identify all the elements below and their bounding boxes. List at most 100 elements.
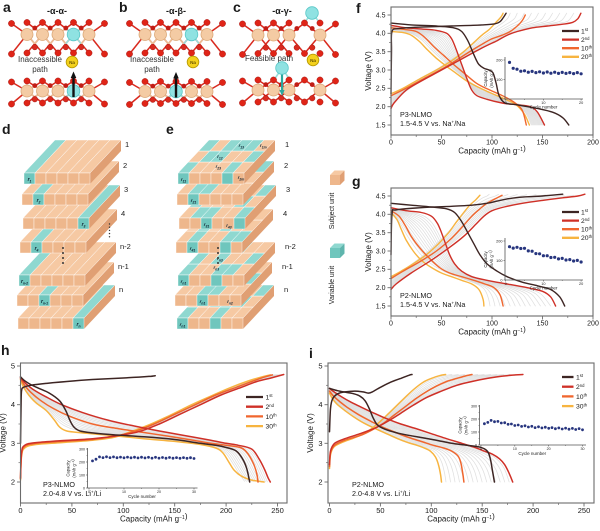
svg-text:250: 250 <box>271 506 284 515</box>
svg-text:r2: r2 <box>37 198 41 204</box>
svg-text:n-1: n-1 <box>282 262 293 271</box>
svg-text:-α-γ-: -α-γ- <box>272 6 292 16</box>
svg-text:Capacity (mAh g−1): Capacity (mAh g−1) <box>458 144 526 156</box>
svg-text:2nd: 2nd <box>576 383 585 391</box>
svg-text:0: 0 <box>505 282 507 286</box>
svg-text:0: 0 <box>475 444 477 448</box>
svg-text:Capacity (mAh g−1): Capacity (mAh g−1) <box>120 512 188 524</box>
svg-text:0: 0 <box>18 506 22 515</box>
svg-text:2.0: 2.0 <box>376 104 386 111</box>
svg-text:10th: 10th <box>266 413 278 421</box>
svg-text:0: 0 <box>389 321 393 328</box>
svg-text:100: 100 <box>486 321 498 328</box>
svg-text:200: 200 <box>587 140 599 147</box>
svg-text:100: 100 <box>425 506 438 515</box>
svg-text:1.5-4.5 V vs. Na+/Na: 1.5-4.5 V vs. Na+/Na <box>400 300 465 309</box>
svg-text:100: 100 <box>496 78 502 82</box>
svg-text:20: 20 <box>579 101 583 105</box>
svg-text:n: n <box>119 285 123 294</box>
svg-text:4.5: 4.5 <box>376 193 386 200</box>
svg-text:r31: r31 <box>204 222 210 228</box>
svg-text:0: 0 <box>500 279 502 283</box>
svg-text:Na: Na <box>310 58 316 63</box>
svg-text:rn1: rn1 <box>181 279 187 285</box>
svg-text:path: path <box>144 65 160 74</box>
svg-text:5: 5 <box>11 362 15 371</box>
svg-text:50: 50 <box>438 140 446 147</box>
svg-text:30: 30 <box>192 490 196 494</box>
svg-text:-α-α-: -α-α- <box>47 6 67 16</box>
svg-text:Capacity (mAh g−1): Capacity (mAh g−1) <box>458 325 526 337</box>
svg-text:2.0-4.8 V vs. Li+/Li: 2.0-4.8 V vs. Li+/Li <box>43 489 102 498</box>
svg-text:rn-2: rn-2 <box>21 279 28 285</box>
svg-text:r41: r41 <box>190 246 196 252</box>
svg-text:4.0: 4.0 <box>376 212 386 219</box>
svg-text:200: 200 <box>220 506 233 515</box>
svg-text:Capacity: Capacity <box>483 69 488 86</box>
svg-text:rn3: rn3 <box>214 265 220 271</box>
svg-text:1st: 1st <box>581 27 589 35</box>
svg-text:a: a <box>3 0 11 15</box>
svg-text:50: 50 <box>438 321 446 328</box>
svg-text:10th: 10th <box>576 393 588 401</box>
svg-text:r23: r23 <box>216 164 222 170</box>
svg-text:Variable unit: Variable unit <box>329 266 336 304</box>
svg-text:rn3: rn3 <box>217 256 223 262</box>
svg-text:e: e <box>166 121 174 137</box>
svg-text:20th: 20th <box>581 53 593 61</box>
svg-text:1st: 1st <box>266 393 274 401</box>
svg-text:150: 150 <box>537 140 549 147</box>
svg-text:4: 4 <box>11 400 15 409</box>
svg-text:30: 30 <box>581 447 585 451</box>
svg-text:200: 200 <box>471 418 477 422</box>
svg-text:2: 2 <box>318 478 322 487</box>
svg-text:3.5: 3.5 <box>376 49 386 56</box>
svg-text:P3-NLMO: P3-NLMO <box>400 110 432 119</box>
svg-text:rn2: rn2 <box>227 299 233 305</box>
svg-text:4: 4 <box>283 209 287 218</box>
svg-text:100: 100 <box>496 259 502 263</box>
svg-text:0: 0 <box>88 490 90 494</box>
svg-text:g: g <box>352 173 361 189</box>
svg-text:100: 100 <box>471 431 477 435</box>
svg-text:2.0-4.8 V vs. Li+/Li: 2.0-4.8 V vs. Li+/Li <box>352 489 411 498</box>
svg-text:1.5-4.5 V vs. Na+/Na: 1.5-4.5 V vs. Na+/Na <box>400 119 465 128</box>
svg-text:10: 10 <box>541 282 545 286</box>
svg-text:3: 3 <box>286 185 290 194</box>
svg-text:100: 100 <box>79 474 85 478</box>
svg-text:150: 150 <box>168 506 181 515</box>
svg-text:150: 150 <box>476 506 489 515</box>
svg-text:200: 200 <box>79 461 85 465</box>
svg-text:P3-NLMO: P3-NLMO <box>43 480 75 489</box>
svg-text:r2m: r2m <box>238 175 245 181</box>
svg-text:Capacity: Capacity <box>483 250 488 267</box>
svg-text:2: 2 <box>123 161 127 170</box>
svg-text:2: 2 <box>284 161 288 170</box>
svg-text:r21: r21 <box>191 198 197 204</box>
svg-text:300: 300 <box>471 405 477 409</box>
svg-text:4: 4 <box>318 400 322 409</box>
svg-text:1st: 1st <box>576 373 584 381</box>
svg-text:c: c <box>233 0 241 15</box>
svg-text:2nd: 2nd <box>581 36 590 44</box>
svg-text:50: 50 <box>376 506 384 515</box>
svg-text:20: 20 <box>547 447 551 451</box>
svg-text:r12: r12 <box>217 154 223 160</box>
svg-text:2: 2 <box>11 478 15 487</box>
svg-text:(mAh g−1): (mAh g−1) <box>488 69 495 88</box>
svg-text:r11: r11 <box>181 177 186 183</box>
svg-text:4.5: 4.5 <box>376 12 386 19</box>
svg-text:3.0: 3.0 <box>376 248 386 255</box>
svg-text:Inaccessible: Inaccessible <box>18 55 63 64</box>
svg-text:Voltage (V): Voltage (V) <box>0 413 8 453</box>
svg-text:P2-NLMO: P2-NLMO <box>352 480 384 489</box>
svg-text:Capacity: Capacity <box>458 416 463 433</box>
svg-text:3.0: 3.0 <box>376 67 386 74</box>
svg-text:Na: Na <box>190 60 196 65</box>
svg-text:Voltage (V): Voltage (V) <box>364 232 373 272</box>
svg-text:(mAh g−1): (mAh g−1) <box>462 416 469 435</box>
svg-text:(mAh g−1): (mAh g−1) <box>70 459 77 478</box>
svg-text:1.5: 1.5 <box>376 303 386 310</box>
svg-text:10: 10 <box>513 447 517 451</box>
svg-text:250: 250 <box>578 506 591 515</box>
